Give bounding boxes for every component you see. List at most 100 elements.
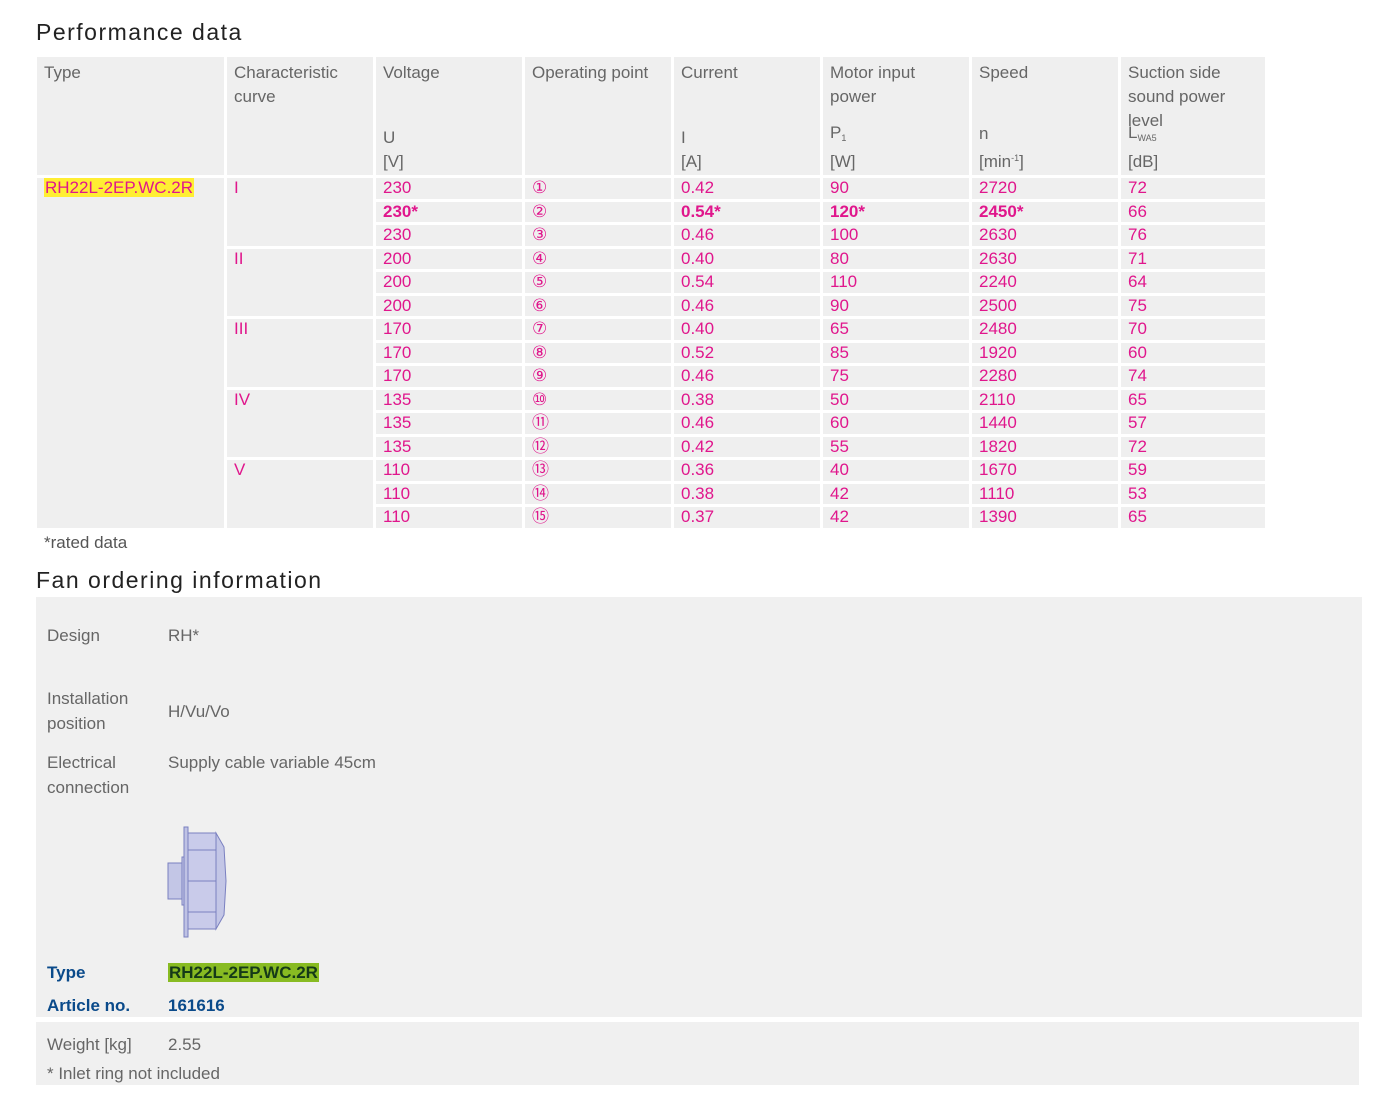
operating-point-marker: ⑨ bbox=[532, 366, 548, 386]
speed-cell: 2450* bbox=[972, 201, 1118, 222]
voltage-cell: 170 bbox=[376, 366, 522, 387]
table-row: IV 135 ⑩ 0.38 50 2110 65 bbox=[37, 389, 1265, 457]
speed-cell: 2500 bbox=[972, 295, 1118, 316]
sound-level-cell: 59 bbox=[1121, 460, 1265, 481]
speed-cell: 2110 bbox=[972, 389, 1118, 410]
header-current: Current I [A] bbox=[674, 57, 820, 175]
voltage-cell: 170 bbox=[376, 342, 522, 363]
speed-cell: 2630 bbox=[972, 248, 1118, 269]
table-row: II 200 ④ 0.40 80 2630 71 bbox=[37, 248, 1265, 316]
voltage-cell: 110 bbox=[376, 460, 522, 481]
table-row: 170 ⑧ 0.52 85 1920 60 bbox=[37, 342, 1265, 363]
voltage-cell: 135 bbox=[376, 436, 522, 457]
speed-cell: 2280 bbox=[972, 366, 1118, 387]
fan-drawing-icon bbox=[167, 826, 227, 938]
article-label: Article no. bbox=[47, 996, 131, 1015]
sound-level-cell: 72 bbox=[1121, 178, 1265, 199]
voltage-cell: 230 bbox=[376, 225, 522, 246]
table-row: 135 ⑪ 0.46 60 1440 57 bbox=[37, 413, 1265, 434]
sound-level-cell: 60 bbox=[1121, 342, 1265, 363]
speed-cell: 1110 bbox=[972, 483, 1118, 504]
voltage-cell: 135 bbox=[376, 389, 522, 410]
table-row: 110 ⑭ 0.38 42 1110 53 bbox=[37, 483, 1265, 504]
current-cell: 0.46 bbox=[674, 295, 820, 316]
operating-point-cell: ⑤ bbox=[525, 272, 671, 293]
speed-cell: 1920 bbox=[972, 342, 1118, 363]
installation-value: H/Vu/Vo bbox=[168, 702, 230, 721]
power-cell: 85 bbox=[823, 342, 969, 363]
operating-point-cell: ④ bbox=[525, 248, 671, 269]
operating-point-cell: ⑥ bbox=[525, 295, 671, 316]
power-cell: 90 bbox=[823, 178, 969, 199]
power-cell: 50 bbox=[823, 389, 969, 410]
characteristic-curve-cell: IV bbox=[227, 389, 373, 457]
operating-point-cell: ⑮ bbox=[525, 507, 671, 528]
current-cell: 0.38 bbox=[674, 483, 820, 504]
operating-point-cell: ⑫ bbox=[525, 436, 671, 457]
characteristic-curve-cell: I bbox=[227, 178, 373, 246]
type-value-highlight: RH22L-2EP.WC.2R bbox=[44, 178, 195, 197]
sound-level-cell: 72 bbox=[1121, 436, 1265, 457]
speed-cell: 2480 bbox=[972, 319, 1118, 340]
sound-level-cell: 76 bbox=[1121, 225, 1265, 246]
weight-panel: Weight [kg] 2.55 * Inlet ring not includ… bbox=[36, 1022, 1359, 1085]
operating-point-marker: ④ bbox=[532, 248, 548, 268]
header-type: Type bbox=[37, 57, 224, 175]
header-speed: Speed n [min-1] bbox=[972, 57, 1118, 175]
operating-point-cell: ⑦ bbox=[525, 319, 671, 340]
design-value: RH* bbox=[168, 626, 200, 645]
voltage-cell: 200 bbox=[376, 295, 522, 316]
sound-level-cell: 65 bbox=[1121, 507, 1265, 528]
current-cell: 0.40 bbox=[674, 319, 820, 340]
header-characteristic-curve: Characteristic curve bbox=[227, 57, 373, 175]
characteristic-curve-cell: V bbox=[227, 460, 373, 528]
speed-cell: 2720 bbox=[972, 178, 1118, 199]
current-cell: 0.46 bbox=[674, 225, 820, 246]
table-row: 200 ⑤ 0.54 110 2240 64 bbox=[37, 272, 1265, 293]
operating-point-cell: ③ bbox=[525, 225, 671, 246]
operating-point-marker: ① bbox=[532, 178, 548, 198]
power-cell: 60 bbox=[823, 413, 969, 434]
table-row: 110 ⑮ 0.37 42 1390 65 bbox=[37, 507, 1265, 528]
operating-point-cell: ⑧ bbox=[525, 342, 671, 363]
operating-point-marker: ⑮ bbox=[532, 507, 549, 527]
table-row: 230* ② 0.54* 120* 2450* 66 bbox=[37, 201, 1265, 222]
rated-data-note: *rated data bbox=[44, 533, 128, 552]
power-cell: 40 bbox=[823, 460, 969, 481]
operating-point-marker: ② bbox=[532, 201, 548, 221]
operating-point-marker: ⑭ bbox=[532, 483, 549, 503]
operating-point-cell: ⑪ bbox=[525, 413, 671, 434]
speed-cell: 1820 bbox=[972, 436, 1118, 457]
operating-point-marker: ⑬ bbox=[532, 460, 549, 480]
type-cell: RH22L-2EP.WC.2R bbox=[37, 178, 224, 528]
inlet-ring-note: * Inlet ring not included bbox=[47, 1064, 220, 1083]
current-cell: 0.36 bbox=[674, 460, 820, 481]
voltage-cell: 230* bbox=[376, 201, 522, 222]
power-cell: 42 bbox=[823, 483, 969, 504]
current-cell: 0.42 bbox=[674, 178, 820, 199]
sound-level-cell: 66 bbox=[1121, 201, 1265, 222]
sound-level-cell: 70 bbox=[1121, 319, 1265, 340]
current-cell: 0.37 bbox=[674, 507, 820, 528]
header-voltage: Voltage U [V] bbox=[376, 57, 522, 175]
weight-value: 2.55 bbox=[168, 1035, 202, 1054]
operating-point-marker: ⑩ bbox=[532, 389, 548, 409]
installation-label: Installation position bbox=[47, 689, 129, 733]
operating-point-cell: ⑨ bbox=[525, 366, 671, 387]
header-motor-input-power: Motor input power P1 [W] bbox=[823, 57, 969, 175]
performance-title: Performance data bbox=[36, 19, 243, 45]
characteristic-curve-cell: III bbox=[227, 319, 373, 387]
voltage-cell: 170 bbox=[376, 319, 522, 340]
characteristic-curve-cell: II bbox=[227, 248, 373, 316]
operating-point-marker: ⑤ bbox=[532, 272, 548, 292]
sound-level-cell: 75 bbox=[1121, 295, 1265, 316]
operating-point-cell: ① bbox=[525, 178, 671, 199]
table-row: 135 ⑫ 0.42 55 1820 72 bbox=[37, 436, 1265, 457]
power-cell: 42 bbox=[823, 507, 969, 528]
sound-level-cell: 53 bbox=[1121, 483, 1265, 504]
operating-point-marker: ⑦ bbox=[532, 319, 548, 339]
current-cell: 0.46 bbox=[674, 366, 820, 387]
table-row: V 110 ⑬ 0.36 40 1670 59 bbox=[37, 460, 1265, 528]
operating-point-marker: ⑥ bbox=[532, 295, 548, 315]
table-row: RH22L-2EP.WC.2R I 230 ① 0.42 90 2720 72 bbox=[37, 178, 1265, 528]
